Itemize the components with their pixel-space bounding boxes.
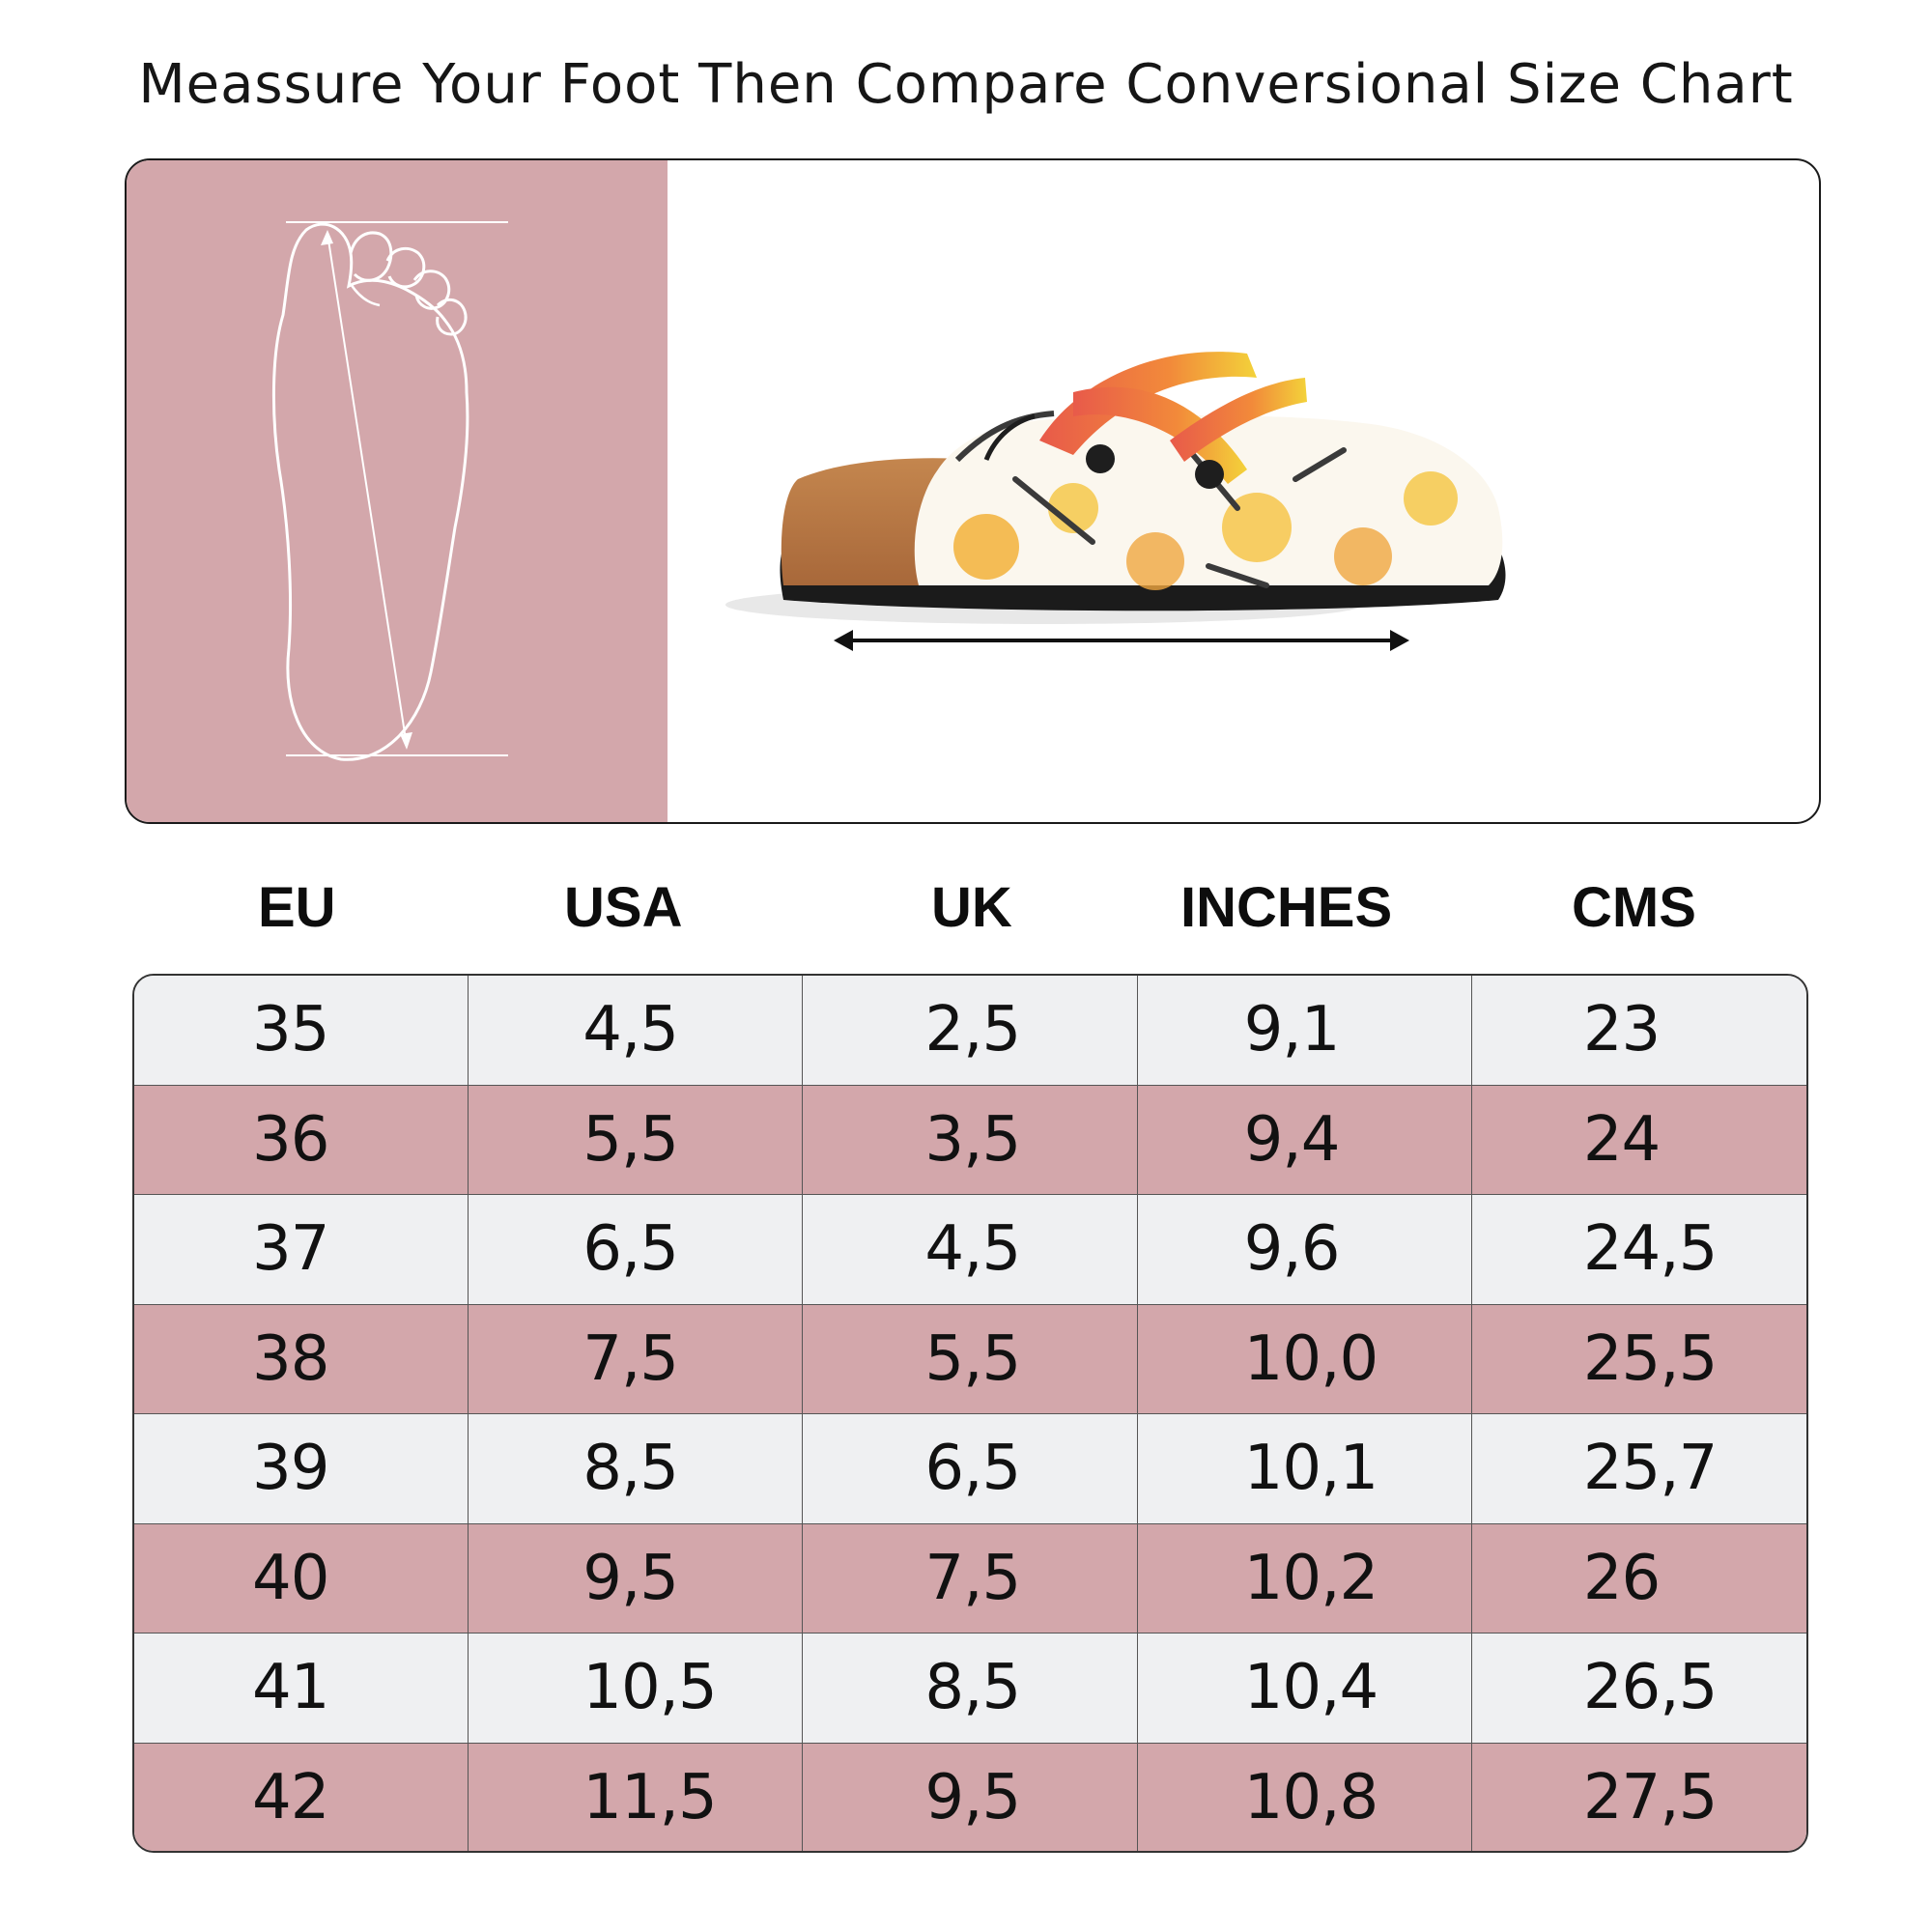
cell-inches: 10,1 — [1138, 1414, 1472, 1523]
cell-cms: 23 — [1582, 994, 1661, 1065]
table-row: 38 7,5 5,5 10,0 25,5 — [134, 1304, 1806, 1414]
cell-uk: 9,5 — [803, 1743, 1138, 1851]
cell-uk: 6,5 — [803, 1414, 1138, 1523]
cell-eu: 39 — [134, 1414, 469, 1523]
cell-uk: 4,5 — [803, 1195, 1138, 1304]
cell-eu: 42 — [134, 1743, 469, 1851]
cell-usa: 8,5 — [469, 1414, 804, 1523]
cell-eu: 38 — [134, 1304, 469, 1413]
cell-usa: 11,5 — [469, 1743, 804, 1851]
cell-cms: 26,5 — [1582, 1652, 1719, 1723]
cell-inches: 10,8 — [1138, 1743, 1472, 1851]
double-arrow-length-icon — [834, 630, 1409, 651]
cell-usa: 9,5 — [469, 1523, 804, 1633]
shoe-illustration-area — [668, 160, 1819, 822]
cell-inches: 10,0 — [1138, 1304, 1472, 1413]
cell-eu: 37 — [134, 1195, 469, 1304]
cell-eu: 40 — [134, 1523, 469, 1633]
cell-inches: 10,2 — [1138, 1523, 1472, 1633]
cell-uk: 5,5 — [803, 1304, 1138, 1413]
cell-eu: 36 — [134, 1085, 469, 1194]
cell-cms: 27,5 — [1582, 1761, 1719, 1833]
cell-uk: 8,5 — [803, 1634, 1138, 1743]
cell-eu: 41 — [134, 1634, 469, 1743]
table-row: 36 5,5 3,5 9,4 24 — [134, 1085, 1806, 1195]
floral-clog-shoe-image — [725, 352, 1506, 624]
cell-usa: 5,5 — [469, 1085, 804, 1194]
cell-usa: 6,5 — [469, 1195, 804, 1304]
cell-cms: 25,7 — [1582, 1433, 1719, 1504]
foot-outline-measure-icon — [271, 221, 508, 761]
cell-uk: 7,5 — [803, 1523, 1138, 1633]
cell-inches: 9,6 — [1138, 1195, 1472, 1304]
page-title: Meassure Your Foot Then Compare Conversi… — [138, 53, 1794, 116]
size-table-header: EU USA UK INCHES CMS — [132, 869, 1808, 947]
cell-inches: 9,1 — [1138, 976, 1472, 1085]
cell-uk: 3,5 — [803, 1085, 1138, 1194]
foot-illustration-area — [127, 160, 668, 822]
cell-eu: 35 — [134, 976, 469, 1085]
header-uk: UK — [931, 876, 1012, 939]
cell-cms: 25,5 — [1582, 1322, 1719, 1395]
table-row: 35 4,5 2,5 9,1 23 — [134, 976, 1806, 1086]
table-row: 41 10,5 8,5 10,4 26,5 — [134, 1634, 1806, 1744]
cell-cms: 26 — [1582, 1542, 1661, 1614]
cell-usa: 7,5 — [469, 1304, 804, 1413]
cell-inches: 10,4 — [1138, 1634, 1472, 1743]
header-eu: EU — [258, 876, 336, 939]
table-row: 42 11,5 9,5 10,8 27,5 — [134, 1743, 1806, 1851]
table-row: 37 6,5 4,5 9,6 24,5 — [134, 1195, 1806, 1305]
table-row: 40 9,5 7,5 10,2 26 — [134, 1523, 1806, 1634]
cell-cms: 24 — [1582, 1103, 1661, 1176]
header-inches: INCHES — [1180, 876, 1393, 939]
cell-usa: 4,5 — [469, 976, 804, 1085]
measurement-panel — [125, 158, 1821, 824]
header-cms: CMS — [1572, 876, 1696, 939]
table-row: 39 8,5 6,5 10,1 25,7 — [134, 1414, 1806, 1524]
header-usa: USA — [564, 876, 683, 939]
cell-cms: 24,5 — [1582, 1213, 1719, 1285]
size-table: 35 4,5 2,5 9,1 23 36 5,5 3,5 9,4 24 37 6… — [132, 974, 1808, 1853]
cell-inches: 9,4 — [1138, 1085, 1472, 1194]
cell-uk: 2,5 — [803, 976, 1138, 1085]
cell-usa: 10,5 — [469, 1634, 804, 1743]
